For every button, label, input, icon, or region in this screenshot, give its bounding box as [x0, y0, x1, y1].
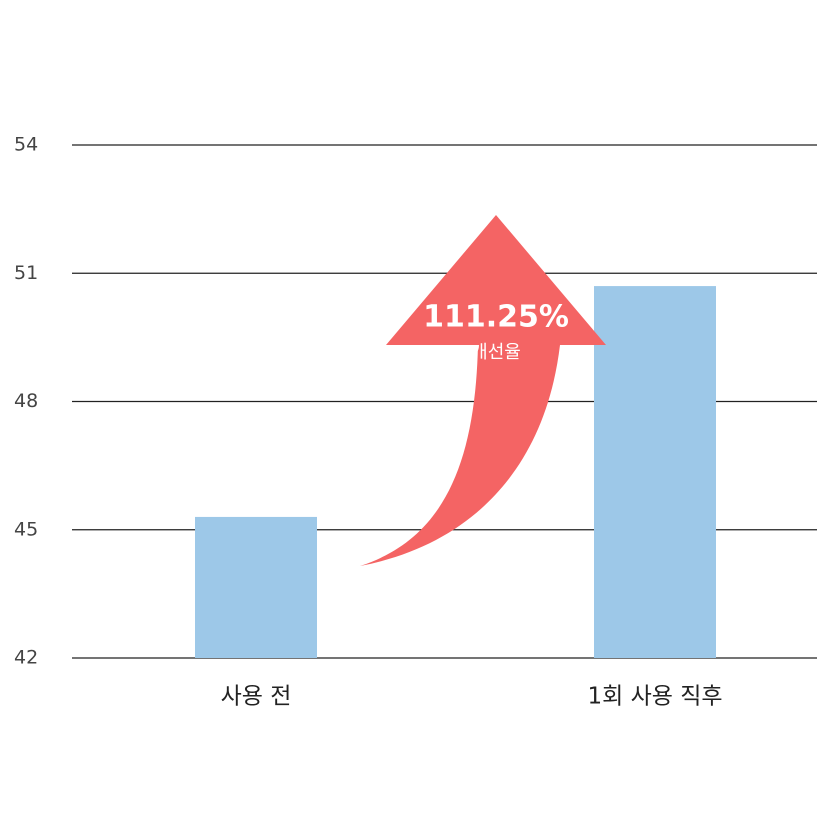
- y-tick-label: 42: [14, 647, 38, 669]
- x-tick-label: 사용 전: [221, 684, 292, 710]
- annotation-label: 개선율: [471, 342, 521, 363]
- bar: [195, 516, 317, 658]
- y-tick-label: 48: [14, 390, 38, 412]
- y-tick-label: 51: [14, 262, 38, 284]
- x-tick-label: 1회 사용 직후: [587, 684, 722, 710]
- bar: [594, 286, 716, 658]
- improvement-arrow: [360, 215, 606, 566]
- annotation-value: 111.25%: [423, 300, 569, 335]
- y-tick-label: 54: [14, 134, 38, 156]
- y-tick-label: 45: [14, 518, 38, 540]
